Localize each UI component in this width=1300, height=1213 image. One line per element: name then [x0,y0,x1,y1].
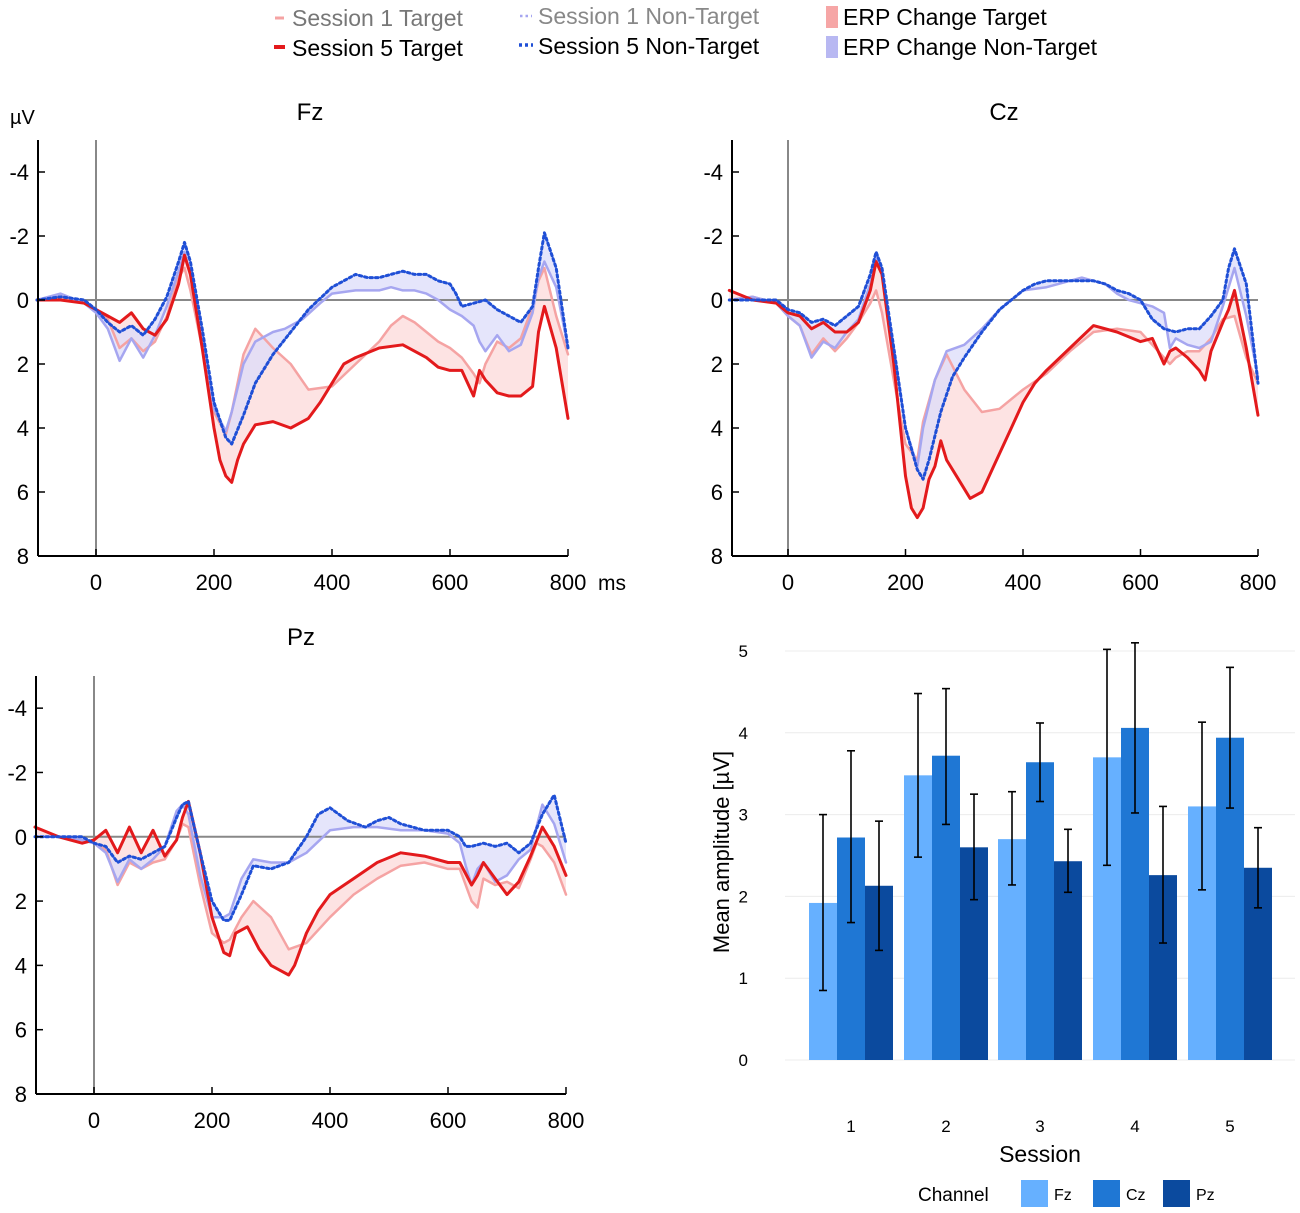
x-tick-label-pz: 600 [430,1108,467,1133]
y-tick-label-fz: -2 [9,224,29,249]
top-legend: Session 1 Target Session 5 Target Sessio… [274,3,1098,61]
erp-panel-fz: Fz µV -4 -2 0 2 4 6 8 0 200 400 600 800 ms [9,99,626,595]
x-tick-label-fz: 600 [432,570,469,595]
y-tick-label-pz: 2 [15,889,27,914]
bar-y-tick-label: 2 [739,887,748,906]
y-tick-label-cz: 2 [711,352,723,377]
erp-panel-pz: Pz -4 -2 0 2 4 6 8 0 200 400 600 800 [7,624,584,1133]
bar-x-tick-label: 2 [941,1117,950,1136]
erp-panel-cz: Cz -4 -2 0 2 4 6 8 0 200 400 600 800 [703,99,1276,595]
x-tick-label-pz: 0 [88,1108,100,1133]
y-tick-label-fz: 2 [17,352,29,377]
erp-change-target-area-fz [37,259,568,482]
legend-label-erp-target: ERP Change Target [843,4,1047,30]
legend-entry-s1-nontarget: Session 1 Non-Target [520,3,760,29]
y-tick-label-pz: 0 [15,825,27,850]
x-tick-label-cz: 600 [1122,570,1159,595]
legend-entry-erp-nontarget: ERP Change Non-Target [826,34,1098,60]
y-tick-label-cz: -4 [703,160,723,185]
legend-label-s5-target: Session 5 Target [292,35,464,61]
y-tick-label-cz: 8 [711,544,723,569]
bar-pz-session-3 [1054,861,1082,1060]
x-tick-label-fz: 0 [90,570,102,595]
series-line-s1t-fz [35,266,570,436]
legend-entry-s5-nontarget: Session 5 Non-Target [519,33,760,59]
series-line-s5t-pz [33,799,568,977]
series-line-s5n-fz [35,231,570,446]
bar-x-tick-label: 1 [846,1117,855,1136]
channel-legend-swatch-fz [1021,1180,1048,1207]
x-tick-label-cz: 200 [887,570,924,595]
channel-legend-label-fz: Fz [1054,1187,1072,1204]
x-tick-label-pz: 400 [312,1108,349,1133]
bar-x-tick-label: 3 [1035,1117,1044,1136]
legend-label-s1-nontarget: Session 1 Non-Target [538,3,760,29]
bar-y-tick-label: 3 [739,806,748,825]
bar-y-tick-label: 5 [739,642,748,661]
legend-swatch-erp-target [826,6,838,28]
series-line-s5t-fz [35,253,570,484]
x-tick-label-fz: 800 [550,570,587,595]
y-tick-label-pz: 6 [15,1018,27,1043]
bar-cz-session-3 [1026,762,1054,1060]
panel-title-pz: Pz [287,624,315,651]
y-tick-label-pz: 8 [15,1082,27,1107]
y-tick-label-pz: 4 [15,953,27,978]
y-tick-label-fz: 8 [17,544,29,569]
channel-legend-swatch-pz [1163,1180,1190,1207]
y-tick-label-cz: 0 [711,288,723,313]
bar-y-tick-label: 0 [739,1051,748,1070]
legend-label-erp-nontarget: ERP Change Non-Target [843,34,1098,60]
y-tick-label-fz: 6 [17,480,29,505]
series-line-s1n-fz [35,250,570,433]
x-unit-label: ms [598,572,626,595]
series-line-s5n-cz [727,247,1260,481]
erp-change-nontarget-area-fz [37,232,568,443]
legend-entry-s5-target: Session 5 Target [274,35,464,61]
bar-chart-mean-amplitude: 0 1 2 3 4 5 1 2 3 4 5 Session Mean amplitude [µV] Cha… [709,642,1295,1207]
x-tick-label-cz: 0 [782,570,794,595]
y-tick-label-pz: -4 [7,696,27,721]
legend-entry-erp-target: ERP Change Target [826,4,1047,30]
legend-label-s1-target: Session 1 Target [292,5,464,31]
legend-swatch-erp-nontarget [826,36,838,58]
bar-y-tick-label: 1 [739,969,748,988]
x-tick-label-fz: 200 [196,570,233,595]
erp-change-nontarget-area-cz [729,248,1258,478]
y-tick-label-fz: 0 [17,288,29,313]
y-tick-label-cz: -2 [703,224,723,249]
bar-x-tick-label: 5 [1225,1117,1234,1136]
legend-entry-s1-target: Session 1 Target [275,5,464,31]
y-tick-label-cz: 4 [711,416,723,441]
series-line-s5t-cz [727,260,1260,520]
channel-legend-title: Channel [918,1185,989,1206]
legend-label-s5-nontarget: Session 5 Non-Target [538,33,760,59]
series-line-s5n-pz [33,793,568,922]
y-unit-label: µV [10,107,36,129]
y-tick-label-pz: -2 [7,760,27,785]
erp-change-target-area-cz [729,264,1258,518]
panel-title-fz: Fz [297,99,324,126]
channel-legend-swatch-cz [1093,1180,1120,1207]
bar-x-axis-title: Session [999,1141,1081,1167]
x-tick-label-pz: 800 [548,1108,585,1133]
y-tick-label-fz: 4 [17,416,29,441]
bar-y-tick-label: 4 [739,724,748,743]
x-tick-label-cz: 400 [1005,570,1042,595]
panel-title-cz: Cz [989,99,1018,126]
bar-x-tick-label: 4 [1130,1117,1139,1136]
x-tick-label-cz: 800 [1240,570,1277,595]
y-tick-label-cz: 6 [711,480,723,505]
y-tick-label-fz: -4 [9,160,29,185]
bar-y-axis-title: Mean amplitude [µV] [709,751,734,953]
channel-legend-label-pz: Pz [1196,1187,1215,1204]
x-tick-label-fz: 400 [314,570,351,595]
x-tick-label-pz: 200 [194,1108,231,1133]
channel-legend-label-cz: Cz [1126,1187,1146,1204]
